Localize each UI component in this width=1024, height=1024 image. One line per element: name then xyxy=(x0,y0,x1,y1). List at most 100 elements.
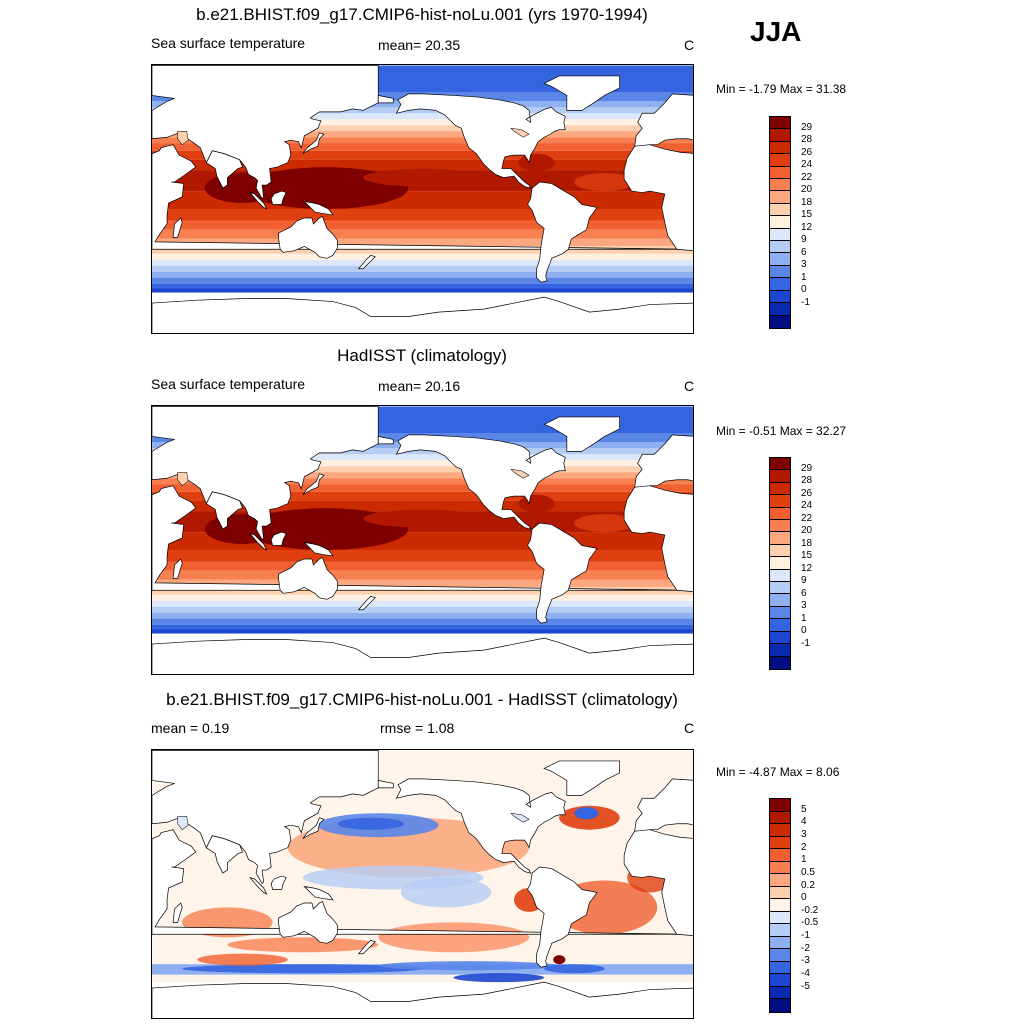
temperature-band xyxy=(152,454,693,461)
land-mass xyxy=(357,939,376,955)
colorbar-tick-label: 1 xyxy=(801,854,807,866)
colorbar-swatch xyxy=(770,619,790,632)
colorbar-tick-label: 26 xyxy=(801,487,813,499)
colorbar-tick-label: 15 xyxy=(801,550,813,562)
colorbar-swatch xyxy=(770,228,790,242)
colorbar-tick-label: 0 xyxy=(801,284,807,296)
temperature-band xyxy=(152,570,693,580)
colorbar-swatch xyxy=(770,799,790,812)
land-mass xyxy=(152,637,693,674)
colorbar-tick-label: 9 xyxy=(801,234,807,246)
temperature-band xyxy=(152,277,693,284)
colorbar-swatch xyxy=(770,961,790,975)
land-mass xyxy=(152,750,379,885)
temperature-band xyxy=(152,246,693,254)
anomaly-region xyxy=(182,964,424,974)
colorbar-swatch xyxy=(770,166,790,180)
lake xyxy=(177,130,189,146)
colorbar xyxy=(769,457,791,670)
temperature-band xyxy=(152,478,693,485)
colorbar-swatch xyxy=(770,520,790,533)
colorbar-swatch xyxy=(770,557,790,570)
land-mass xyxy=(270,875,287,890)
colorbar-swatch xyxy=(770,874,790,887)
land-mass xyxy=(543,416,620,452)
mean-label: mean = 0.19 xyxy=(151,720,230,736)
colorbar-tick-label: -3 xyxy=(801,955,810,967)
temperature-band xyxy=(152,271,693,278)
colorbar-tick-label: 24 xyxy=(801,159,813,171)
temperature-band xyxy=(152,587,693,595)
colorbar-swatch xyxy=(770,936,790,950)
land-mass xyxy=(302,817,325,839)
anomaly-region xyxy=(574,807,599,820)
colorbar-swatch xyxy=(770,532,790,545)
colorbar-swatch xyxy=(770,290,790,304)
temperature-band xyxy=(152,238,693,247)
temperature-band xyxy=(152,629,693,634)
temperature-band xyxy=(152,208,693,221)
colorbar-swatch xyxy=(770,303,790,316)
colorbar-tick-label: -1 xyxy=(801,930,810,942)
land-mass xyxy=(249,876,268,895)
colorbar-tick-label: -1 xyxy=(801,296,810,308)
colorbar-tick-label: -1 xyxy=(801,637,810,649)
colorbar-tick-label: 6 xyxy=(801,587,807,599)
land-mass xyxy=(303,885,334,901)
temperature-band xyxy=(152,288,693,293)
colorbar-swatch xyxy=(770,999,790,1012)
colorbar-tick-label: -0.5 xyxy=(801,917,819,929)
units-label: C xyxy=(684,378,695,394)
colorbar-tick-label: 0.5 xyxy=(801,866,815,878)
land-mass xyxy=(270,531,287,546)
colorbar-tick-label: 12 xyxy=(801,562,813,574)
temperature-band xyxy=(152,253,693,260)
colorbar-swatch xyxy=(770,631,790,645)
lake xyxy=(177,471,189,487)
colorbar-swatch xyxy=(770,203,790,217)
colorbar-tick-label: 1 xyxy=(801,271,807,283)
land-mass xyxy=(543,760,620,796)
anomaly-region xyxy=(574,514,635,532)
land-mass xyxy=(249,191,268,210)
season-label: JJA xyxy=(750,16,802,47)
colorbar-swatch xyxy=(770,849,790,862)
colorbar-swatch xyxy=(770,644,790,657)
mean-label: mean= 20.16 xyxy=(378,378,461,394)
land-mass xyxy=(172,217,183,238)
temperature-band xyxy=(152,472,693,479)
colorbar-tick-label: -5 xyxy=(801,980,810,992)
colorbar-swatch xyxy=(770,154,790,167)
anomaly-region xyxy=(378,961,560,971)
temperature-band xyxy=(152,606,693,613)
colorbar-tick-label: 1 xyxy=(801,612,807,624)
land-mass xyxy=(527,866,598,968)
lake xyxy=(510,127,530,138)
land-mass xyxy=(302,473,325,495)
anomaly-region xyxy=(518,494,555,513)
anomaly-region xyxy=(363,168,484,187)
colorbar-tick-label: -0.2 xyxy=(801,904,819,916)
variable-label: Sea surface temperature xyxy=(151,35,306,51)
colorbar-tick-label: -4 xyxy=(801,968,810,980)
anomaly-region xyxy=(553,955,566,965)
colorbar-tick-label: 4 xyxy=(801,816,807,828)
colorbar-swatch xyxy=(770,582,790,595)
land-mass xyxy=(395,778,566,874)
colorbar-tick-label: 3 xyxy=(801,828,807,840)
colorbar-tick-label: 6 xyxy=(801,246,807,258)
temperature-band xyxy=(152,484,693,492)
land-mass xyxy=(357,254,376,270)
colorbar-swatch xyxy=(770,949,790,962)
colorbar-swatch xyxy=(770,544,790,558)
temperature-band xyxy=(152,561,693,571)
colorbar-tick-label: 24 xyxy=(801,500,813,512)
land-mass xyxy=(543,75,620,111)
colorbar-swatch xyxy=(770,911,790,925)
land-mass xyxy=(249,532,268,551)
colorbar-swatch xyxy=(770,924,790,937)
anomaly-region xyxy=(453,973,545,983)
colorbar-tick-label: 22 xyxy=(801,171,813,183)
land-mass xyxy=(152,296,693,333)
colorbar-swatch xyxy=(770,129,790,142)
